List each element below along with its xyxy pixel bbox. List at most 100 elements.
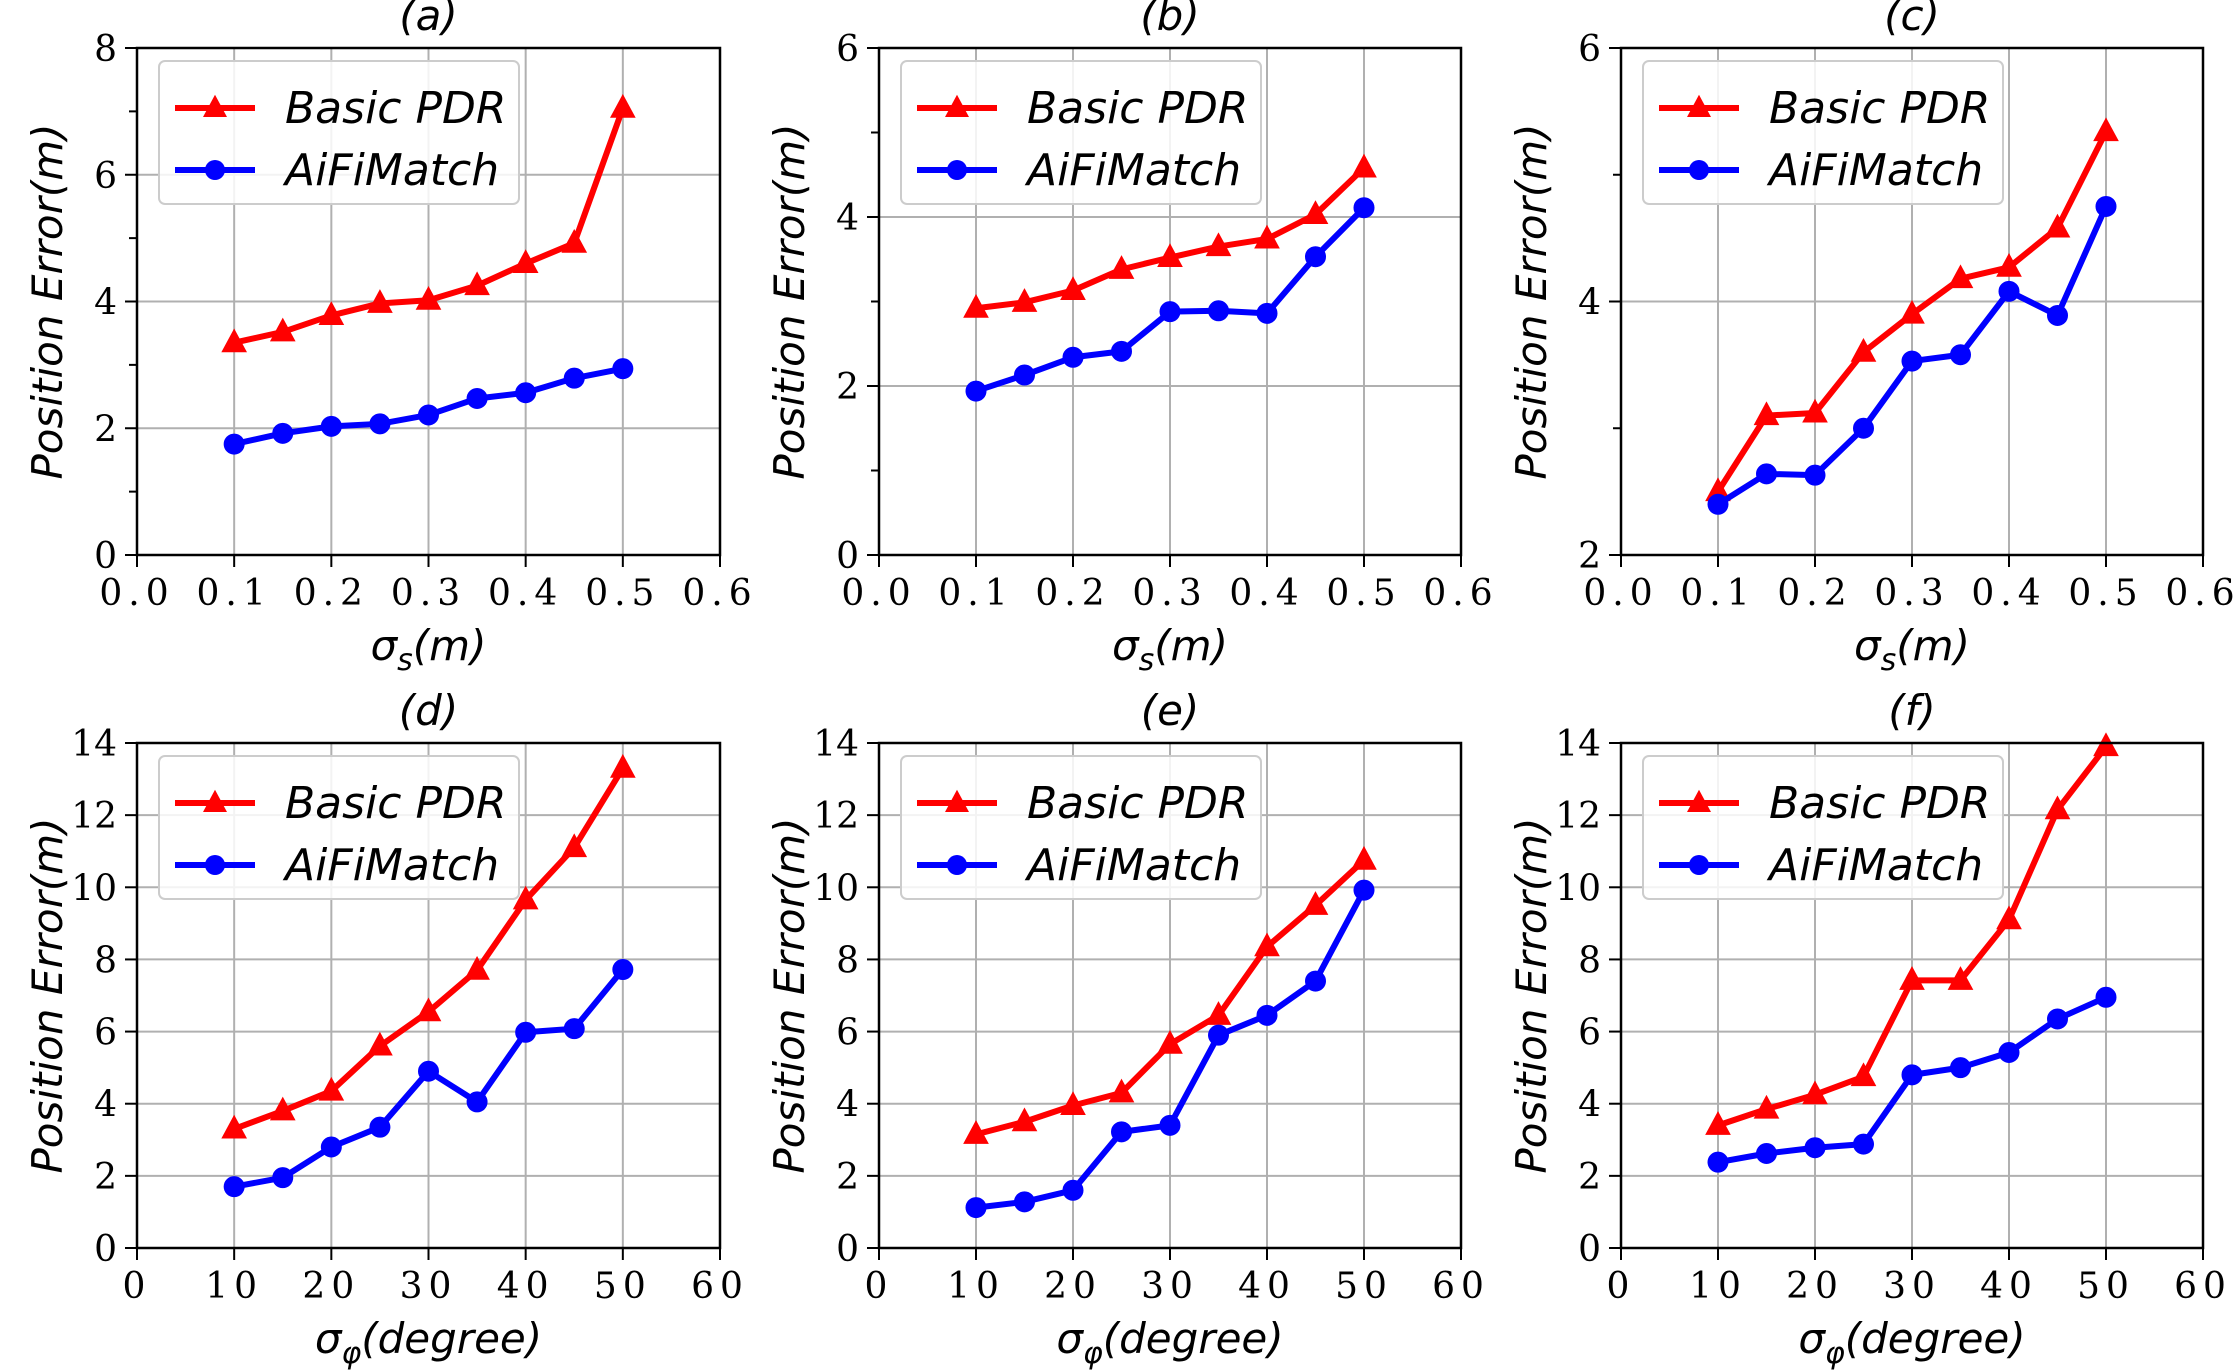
circle-marker bbox=[965, 380, 987, 402]
legend-circle-marker bbox=[1689, 160, 1709, 180]
triangle-marker bbox=[1802, 1080, 1828, 1105]
circle-marker bbox=[612, 959, 634, 981]
triangle-marker bbox=[1947, 264, 1974, 289]
legend: Basic PDR AiFiMatch bbox=[1642, 60, 2004, 205]
y-tick-label: 0 bbox=[94, 1229, 117, 1270]
x-tick-label: 40 bbox=[1238, 1266, 1296, 1307]
legend-circle-marker bbox=[1689, 855, 1709, 875]
y-tick-label: 0 bbox=[1578, 1229, 1601, 1270]
triangle-marker bbox=[512, 885, 539, 910]
circle-marker bbox=[563, 1018, 585, 1040]
x-axis-label: σs(m) bbox=[371, 621, 487, 678]
triangle-marker bbox=[1302, 200, 1329, 224]
y-tick-label: 12 bbox=[813, 796, 859, 837]
circle-marker bbox=[1353, 197, 1375, 219]
triangle-marker bbox=[1108, 1078, 1135, 1103]
y-tick-label: 10 bbox=[1555, 868, 1601, 909]
triangle-marker bbox=[221, 328, 248, 353]
y-tick-label: 6 bbox=[94, 1013, 117, 1054]
x-tick-label: 60 bbox=[2174, 1266, 2232, 1307]
x-tick-label: 0 bbox=[123, 1266, 152, 1307]
x-tick-label: 0.6 bbox=[2165, 573, 2240, 614]
x-tick-label: 0.1 bbox=[1680, 573, 1755, 614]
x-axis-label: σφ(degree) bbox=[315, 1314, 542, 1371]
legend-circle-marker bbox=[947, 855, 967, 875]
circle-marker bbox=[1756, 463, 1777, 485]
circle-marker bbox=[1208, 1024, 1229, 1046]
triangle-marker bbox=[1157, 1029, 1183, 1054]
triangle-marker bbox=[1705, 1111, 1731, 1135]
triangle-marker bbox=[318, 301, 345, 325]
legend-label: AiFiMatch bbox=[282, 145, 499, 196]
circle-marker bbox=[1014, 364, 1035, 386]
legend-label: Basic PDR bbox=[1027, 778, 1248, 829]
y-tick-label: 6 bbox=[836, 1013, 859, 1054]
y-tick-label: 2 bbox=[836, 367, 859, 408]
y-tick-label: 0 bbox=[94, 536, 117, 577]
x-tick-label: 0.6 bbox=[682, 573, 757, 614]
chart-panel-3: 0.0 0.1 0.2 0.3 0.4 0.5 0.6 2 4 6 Basic PDR AiFiMat… bbox=[1507, 0, 2240, 678]
triangle-marker bbox=[1254, 224, 1280, 249]
circle-marker bbox=[418, 1060, 439, 1082]
y-tick-label: 2 bbox=[94, 409, 117, 450]
y-axis-label: Position Error(m) bbox=[765, 123, 814, 479]
legend-circle-marker bbox=[205, 160, 225, 180]
x-tick-label: 0.6 bbox=[1423, 573, 1498, 614]
y-tick-label: 6 bbox=[1578, 1013, 1601, 1054]
x-tick-label: 10 bbox=[1689, 1266, 1747, 1307]
legend-triangle-marker bbox=[1687, 94, 1711, 117]
x-tick-label: 20 bbox=[1786, 1266, 1844, 1307]
plot-frame bbox=[877, 741, 1463, 1250]
legend: Basic PDR AiFiMatch bbox=[158, 60, 520, 205]
x-tick-label: 30 bbox=[1883, 1266, 1941, 1307]
circle-marker bbox=[1305, 970, 1326, 992]
circle-marker bbox=[1950, 1057, 1971, 1079]
plot-frame bbox=[877, 46, 1463, 557]
legend-triangle-marker bbox=[203, 789, 227, 812]
legend-label: AiFiMatch bbox=[1766, 840, 1983, 891]
circle-marker bbox=[369, 1116, 391, 1138]
circle-marker bbox=[1707, 1151, 1729, 1173]
triangle-marker bbox=[2044, 213, 2071, 238]
triangle-marker bbox=[1850, 1062, 1877, 1087]
x-tick-label: 0.3 bbox=[1874, 573, 1949, 614]
circle-marker bbox=[1707, 493, 1729, 515]
panel-title: (a) bbox=[399, 0, 458, 40]
circle-marker bbox=[1804, 1137, 1826, 1159]
panel-title: (c) bbox=[1884, 0, 1940, 40]
x-tick-label: 0.5 bbox=[2068, 573, 2143, 614]
y-tick-label: 14 bbox=[813, 724, 859, 765]
x-tick-label: 40 bbox=[497, 1266, 555, 1307]
panel-title: (b) bbox=[1140, 0, 1199, 40]
y-tick-label: 4 bbox=[94, 1085, 117, 1126]
plot-frame bbox=[135, 46, 722, 557]
circle-marker bbox=[1014, 1191, 1035, 1213]
y-tick-label: 6 bbox=[1578, 29, 1601, 70]
triangle-marker bbox=[1753, 1094, 1780, 1119]
chart-panel-1: 0.0 0.1 0.2 0.3 0.4 0.5 0.6 0 2 4 6 8 Basic PDR AiFiM… bbox=[23, 0, 757, 678]
y-tick-label: 2 bbox=[1578, 536, 1601, 577]
circle-marker bbox=[612, 358, 634, 380]
legend-label: Basic PDR bbox=[1769, 83, 1990, 134]
triangle-marker bbox=[512, 249, 539, 273]
legend-triangle-marker bbox=[203, 94, 227, 117]
triangle-marker bbox=[1205, 1001, 1232, 1025]
y-axis-label: Position Error(m) bbox=[23, 817, 72, 1173]
x-axis-label: σφ(degree) bbox=[1798, 1314, 2025, 1371]
triangle-marker bbox=[1947, 966, 1974, 990]
y-tick-label: 12 bbox=[71, 796, 117, 837]
x-tick-label: 50 bbox=[1335, 1266, 1393, 1307]
circle-marker bbox=[223, 433, 245, 455]
x-tick-label: 0.3 bbox=[1132, 573, 1207, 614]
triangle-marker bbox=[963, 1120, 989, 1144]
circle-marker bbox=[1950, 344, 1971, 366]
x-tick-label: 0.0 bbox=[99, 573, 174, 614]
triangle-marker bbox=[318, 1076, 345, 1101]
triangle-marker bbox=[963, 294, 989, 318]
circle-marker bbox=[1353, 879, 1375, 901]
y-axis-label: Position Error(m) bbox=[1507, 817, 1556, 1173]
circle-marker bbox=[2047, 1008, 2068, 1030]
circle-marker bbox=[1062, 1179, 1084, 1201]
circle-marker bbox=[1256, 302, 1278, 324]
circle-marker bbox=[223, 1176, 245, 1198]
